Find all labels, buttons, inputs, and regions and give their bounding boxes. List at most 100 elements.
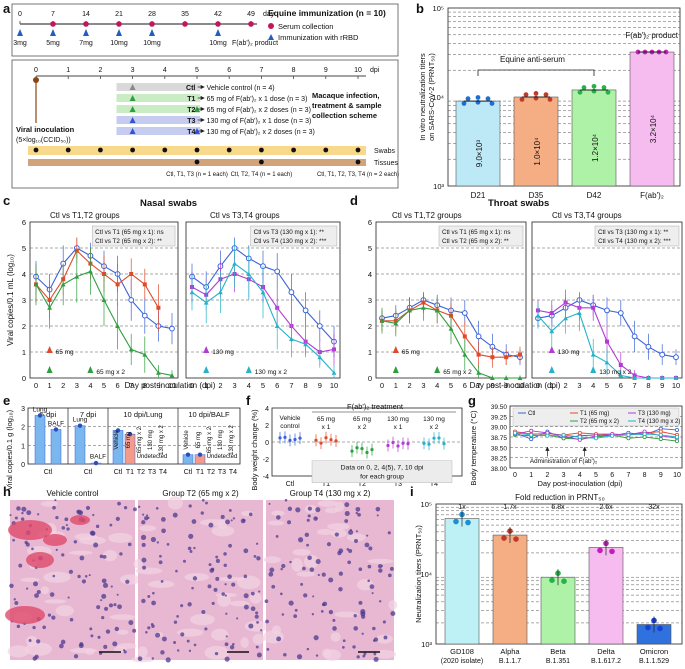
d-chart-xtick: 3 bbox=[577, 381, 581, 390]
d-chart-xtick: 2 bbox=[564, 381, 568, 390]
c-chart-xtick: 10 bbox=[168, 381, 176, 390]
h-nucleus bbox=[332, 626, 337, 631]
h-nucleus bbox=[176, 649, 180, 652]
h-nucleus bbox=[32, 625, 36, 630]
h-nucleus bbox=[73, 654, 79, 659]
f-point bbox=[360, 446, 364, 451]
g-xtick: 10 bbox=[673, 472, 681, 479]
nasal-sub2: Ctl vs T3,T4 groups bbox=[210, 211, 280, 220]
panel-a: a Equine immunization (n = 10) 0 7 14 21 28 3… bbox=[3, 1, 399, 189]
b-point bbox=[543, 92, 549, 97]
group-desc-T2: 65 mg of F(ab')₂ x 2 doses (n = 3) bbox=[207, 107, 311, 114]
h-nucleus bbox=[211, 601, 215, 606]
c-chart-arrow2a bbox=[203, 366, 210, 373]
d-chart-pt-T2 bbox=[421, 305, 426, 310]
h-nucleus bbox=[250, 591, 255, 596]
h-nucleus bbox=[201, 609, 206, 614]
h-nucleus bbox=[201, 498, 205, 502]
h-nucleus bbox=[387, 531, 391, 535]
g-point-T2 bbox=[626, 436, 631, 441]
c-chart-pt-Ctl bbox=[128, 297, 135, 303]
h-nucleus bbox=[373, 656, 379, 662]
h-nucleus bbox=[117, 604, 122, 610]
h-tissue-patch bbox=[317, 500, 338, 507]
e-bar bbox=[34, 415, 46, 465]
group-code-T3: T3 bbox=[187, 118, 195, 125]
h-tissue-patch bbox=[323, 649, 342, 661]
h-nucleus bbox=[16, 506, 21, 511]
h-nucleus bbox=[223, 552, 227, 556]
c-chart-pt-Ctl bbox=[288, 289, 295, 296]
h-tissue-patch bbox=[102, 549, 118, 562]
h-nucleus bbox=[79, 555, 85, 561]
dpi-tick-6: 6 bbox=[227, 67, 231, 74]
h-nucleus bbox=[231, 582, 236, 587]
g-point-T4 bbox=[626, 432, 631, 437]
f-point bbox=[288, 438, 292, 442]
h-tissue-patch bbox=[131, 656, 155, 663]
h-nucleus bbox=[147, 516, 150, 520]
e-xcat: Ctl bbox=[44, 469, 53, 476]
h-nucleus bbox=[306, 543, 309, 547]
group-desc-Ctl: Vehicle control (n = 4) bbox=[207, 85, 275, 92]
immun-day-28: 28 bbox=[148, 11, 156, 18]
tissue-dot bbox=[259, 159, 264, 165]
h-nucleus bbox=[243, 548, 249, 554]
d-chart-xtick: 2 bbox=[408, 381, 412, 390]
g-xtick: 3 bbox=[562, 472, 566, 479]
h-tissue-patch bbox=[135, 567, 163, 575]
g-point-T4 bbox=[513, 430, 518, 435]
g-xlabel: Day post-inoculation (dpi) bbox=[537, 479, 623, 488]
h-nucleus bbox=[315, 559, 321, 565]
h-nucleus bbox=[302, 566, 306, 571]
i-point bbox=[645, 624, 651, 631]
scheme-title-2: treatment & sample bbox=[312, 101, 382, 110]
b-point bbox=[601, 85, 607, 90]
h-nucleus bbox=[306, 647, 310, 651]
h-nucleus bbox=[258, 590, 261, 593]
d-chart-xtick: 8 bbox=[490, 381, 494, 390]
h-nucleus bbox=[229, 645, 235, 650]
h-nucleus bbox=[101, 616, 105, 620]
g-ytick: 39.50 bbox=[491, 404, 508, 411]
day-unit: day bbox=[263, 11, 275, 18]
b-point bbox=[577, 89, 583, 95]
h-nucleus bbox=[223, 563, 227, 568]
g-ytick: 39.25 bbox=[491, 414, 508, 421]
f-note-2: for each group bbox=[360, 474, 404, 481]
h-nucleus bbox=[191, 519, 197, 524]
h-nucleus bbox=[264, 599, 269, 604]
h-nucleus bbox=[344, 502, 350, 508]
tissue-label-5: Ctl, T1, T3 (n = 1 each) bbox=[166, 172, 228, 178]
e-bar bbox=[50, 429, 62, 465]
c-chart-pt-T4 bbox=[289, 336, 294, 341]
treatment-triangle bbox=[129, 95, 136, 101]
h-nucleus bbox=[312, 595, 315, 598]
h-nucleus bbox=[147, 594, 151, 598]
d-chart-xtick: 8 bbox=[646, 381, 650, 390]
swab-dot bbox=[259, 147, 264, 153]
d-chart-arrow2a bbox=[548, 366, 555, 373]
dpi-tick-10: 10 bbox=[354, 67, 362, 74]
h-nucleus bbox=[377, 563, 383, 569]
f-point bbox=[298, 436, 302, 440]
h-tissue-patch bbox=[271, 510, 285, 517]
serum-legend-label: Serum collection bbox=[278, 22, 333, 31]
d-chart-ytick: 4 bbox=[368, 270, 372, 279]
b-bar-D35 bbox=[513, 96, 559, 187]
h-caption-0: Vehicle control bbox=[46, 489, 98, 498]
g-xtick: 2 bbox=[545, 472, 549, 479]
c-chart-pt-Ctl bbox=[274, 268, 281, 275]
serum-dot bbox=[248, 21, 254, 27]
i-point bbox=[453, 518, 459, 525]
h-nucleus bbox=[69, 617, 74, 622]
i-point bbox=[609, 548, 615, 555]
c-chart-xtick: 4 bbox=[247, 381, 251, 390]
group-bar-T4 bbox=[116, 127, 201, 135]
h-nucleus bbox=[67, 596, 70, 599]
h-tissue-patch bbox=[69, 550, 93, 555]
h-nucleus bbox=[182, 559, 187, 563]
h-nucleus bbox=[151, 624, 155, 628]
i-xtick-GD108: GD108 bbox=[450, 647, 474, 656]
immunization-legend-triangle bbox=[268, 34, 274, 40]
